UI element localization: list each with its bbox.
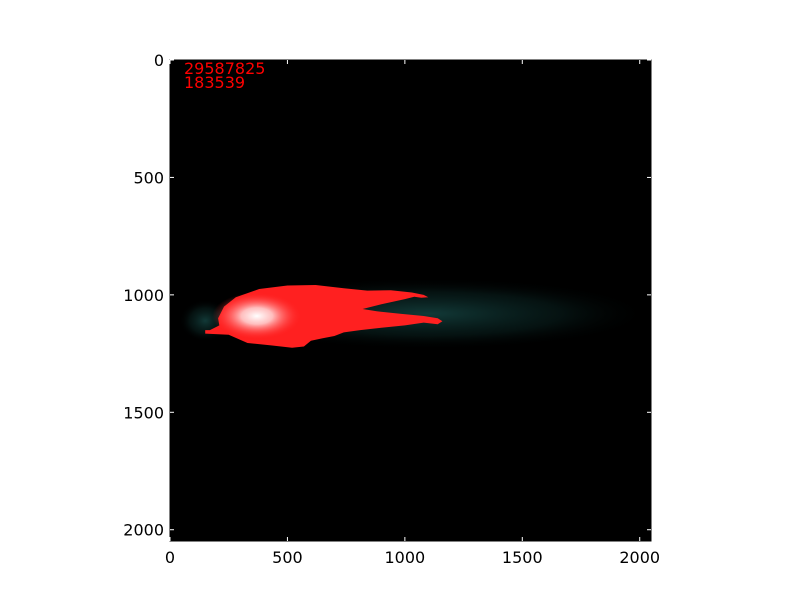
- x-tick-label: 0: [165, 548, 175, 567]
- bright-core: [212, 292, 302, 340]
- y-tick-label: 1000: [123, 286, 164, 305]
- plot-frame: [169, 59, 652, 542]
- y-tick-label: 2000: [123, 521, 164, 540]
- x-tick-label: 1000: [385, 548, 426, 567]
- annotation-line-2: 183539: [184, 73, 245, 92]
- x-tick-label: 1500: [502, 548, 543, 567]
- y-tick-label: 500: [133, 168, 164, 187]
- y-tick-label: 1500: [123, 403, 164, 422]
- annotation-line-1: 29587825: [184, 59, 265, 78]
- x-tick-label: 2000: [619, 548, 660, 567]
- image-layer: [179, 277, 651, 351]
- y-tick-label: 0: [154, 51, 164, 70]
- x-axis: 0 500 1000 1500 2000: [165, 60, 660, 567]
- x-tick-label: 500: [272, 548, 303, 567]
- y-axis: 0 500 1000 1500 2000: [123, 51, 651, 540]
